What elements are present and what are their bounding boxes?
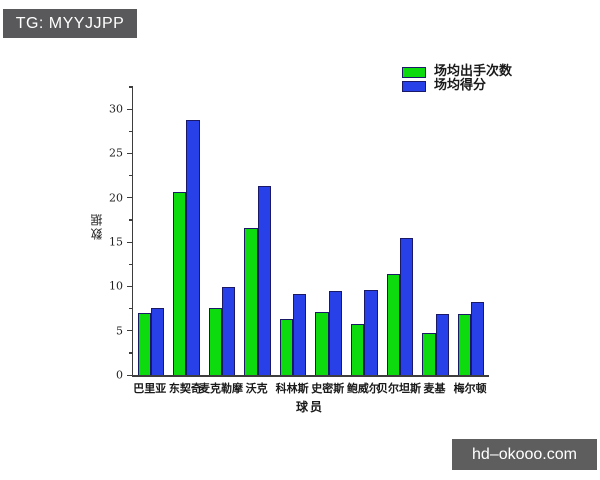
legend-swatch: [402, 66, 426, 78]
bar-场均出手次数: [137, 312, 151, 375]
bar-场均得分: [186, 119, 200, 375]
y-minor-tick: [128, 352, 132, 354]
y-minor-tick: [128, 219, 132, 221]
y-major-tick: [126, 152, 132, 155]
x-axis-labels: 巴里亚 东契奇 麦克勒摩 沃克 科林斯 史密斯 鲍威尔 贝尔坦斯 麦基 梅尔顿: [132, 380, 488, 396]
x-tick-label: 梅尔顿: [453, 382, 487, 395]
y-minor-tick: [128, 308, 132, 310]
bar-场均出手次数: [315, 312, 329, 375]
bar-场均得分: [150, 307, 165, 375]
bar-场均出手次数: [422, 333, 436, 375]
legend-row: 场均得分: [402, 78, 512, 93]
y-tick-label: 15: [109, 235, 123, 249]
x-axis-title: 球员: [295, 400, 324, 414]
y-minor-tick: [128, 86, 132, 88]
bar-场均得分: [293, 294, 307, 375]
legend-swatch: [402, 80, 426, 92]
telegram-watermark-badge: TG: MYYJJPP: [3, 9, 137, 38]
bar-group: [453, 86, 489, 375]
plot-area: 0 5 10 15 20 25 30: [109, 86, 489, 382]
x-tick-label: 史密斯: [311, 382, 345, 395]
y-tick-label: 10: [109, 279, 123, 293]
x-tick-label: 科林斯: [275, 382, 309, 395]
y-major-tick: [126, 285, 132, 288]
y-minor-tick: [128, 175, 132, 177]
bar-group: [204, 86, 240, 375]
y-axis-title: 数据: [90, 212, 104, 240]
y-major-tick: [126, 197, 132, 199]
legend-label: 场均得分: [434, 78, 487, 93]
bar-场均出手次数: [279, 319, 294, 375]
y-tick-label: 5: [116, 324, 123, 338]
x-tick-label: 沃克: [245, 382, 268, 395]
bar-series-container: [133, 86, 489, 375]
x-tick-label: 东契奇: [168, 382, 202, 395]
bar-场均得分: [364, 289, 378, 375]
bar-group: [418, 86, 454, 375]
bar-场均得分: [399, 237, 414, 375]
y-minor-tick: [128, 263, 132, 265]
bar-场均出手次数: [208, 307, 222, 375]
y-minor-tick: [128, 130, 132, 132]
bar-场均得分: [435, 313, 449, 375]
legend-label: 场均出手次数: [434, 64, 513, 79]
y-major-tick: [126, 108, 132, 110]
x-tick-label: 麦克勒摩: [198, 382, 243, 395]
bar-场均出手次数: [386, 273, 400, 375]
x-tick-label: 贝尔坦斯: [376, 382, 421, 395]
y-tick-label: 25: [109, 146, 123, 160]
bar-group: [347, 86, 383, 375]
bar-group: [169, 86, 205, 375]
bar-场均得分: [328, 290, 343, 375]
bar-group: [311, 86, 347, 375]
bar-场均得分: [221, 287, 236, 375]
y-major-tick: [126, 330, 132, 332]
bar-场均出手次数: [351, 323, 365, 375]
y-tick-label: 20: [109, 191, 123, 205]
x-tick-label: 巴里亚: [133, 382, 167, 395]
y-major-tick: [126, 241, 132, 243]
bar-group: [240, 86, 276, 375]
site-watermark-badge: hd–okooo.com: [452, 439, 597, 470]
x-tick-label: 麦基: [423, 382, 446, 395]
bar-场均得分: [257, 186, 271, 375]
y-tick-label: 30: [109, 102, 123, 116]
bar-group: [382, 86, 418, 375]
legend-row: 场均出手次数: [402, 64, 513, 79]
y-tick-label: 0: [116, 368, 123, 382]
chart-legend: 场均出手次数 场均得分: [402, 64, 513, 93]
bar-场均出手次数: [244, 227, 258, 375]
bar-场均得分: [471, 302, 485, 375]
x-tick-label: 鲍威尔: [346, 382, 380, 395]
bar-group: [275, 86, 311, 375]
bar-场均出手次数: [173, 192, 187, 375]
y-major-tick: [126, 374, 132, 376]
bar-group: [133, 86, 169, 375]
bar-场均出手次数: [457, 313, 472, 375]
